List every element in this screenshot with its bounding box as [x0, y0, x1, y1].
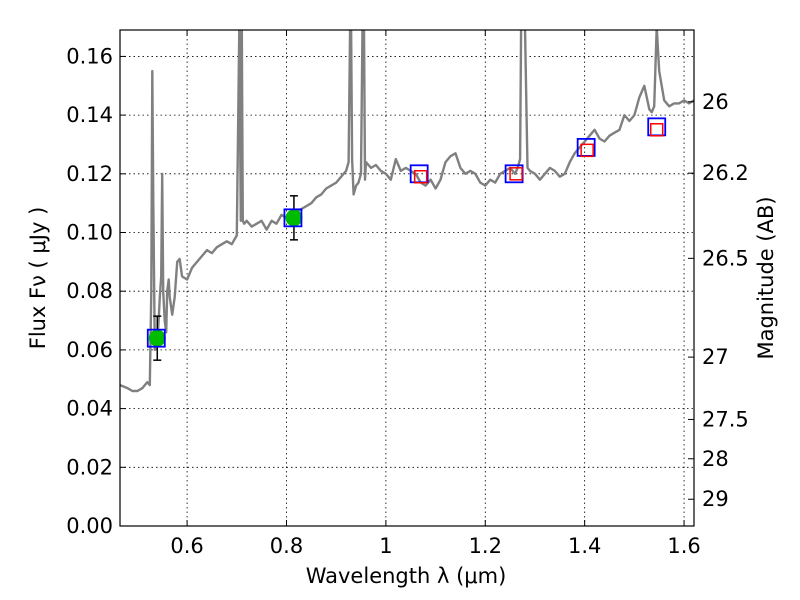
y-tick-label: 0.04 — [66, 397, 113, 421]
y2-tick-label: 28 — [702, 447, 729, 471]
x-axis-label: Wavelength λ (μm) — [306, 564, 507, 588]
limit-square — [580, 143, 594, 158]
observed-point — [285, 209, 303, 227]
y2-tick-label: 26.5 — [702, 246, 749, 270]
x-tick-label: 1.6 — [667, 534, 700, 558]
observed-point — [148, 329, 166, 347]
x-tick-label: 0.6 — [170, 534, 203, 558]
y-tick-label: 0.14 — [66, 103, 113, 127]
model-square — [146, 328, 166, 348]
y-tick-label: 0.02 — [66, 455, 113, 479]
y-tick-label: 0.12 — [66, 162, 113, 186]
y2-tick-label: 26 — [702, 90, 729, 114]
y-tick-label: 0.10 — [66, 221, 113, 245]
axes: 0.6 0.8 1 1.2 1.4 1.6 0.00 0.02 0.04 0.06 0.08 0.10… — [66, 30, 749, 558]
grid — [120, 30, 694, 527]
spectrum-line — [120, 30, 694, 393]
limit-square — [509, 167, 523, 181]
y-tick-label: 0.00 — [66, 514, 113, 538]
y2-tick-label: 26.2 — [702, 161, 749, 185]
y2-tick-label: 27.5 — [702, 407, 749, 431]
y-tick-label: 0.16 — [66, 44, 113, 68]
y2-tick-label: 27 — [702, 345, 729, 369]
x-tick-label: 1.4 — [568, 534, 601, 558]
x-tick-label: 0.8 — [270, 534, 303, 558]
plot-area — [120, 30, 694, 393]
y-axis-label: Flux Fν ( μJy ) — [26, 207, 50, 350]
x-tick-label: 1 — [379, 534, 392, 558]
y2-axis-label: Magnitude (AB) — [754, 196, 778, 359]
limit-square — [413, 169, 428, 184]
limit-square — [649, 123, 664, 137]
y-tick-label: 0.08 — [66, 279, 113, 303]
x-tick-label: 1.2 — [469, 534, 502, 558]
plot-frame — [119, 29, 695, 527]
y-tick-label: 0.06 — [66, 338, 113, 362]
model-square — [283, 208, 303, 228]
y2-tick-label: 29 — [702, 487, 729, 511]
